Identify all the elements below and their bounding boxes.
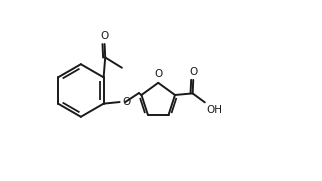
Text: O: O	[100, 31, 109, 41]
Text: O: O	[122, 97, 131, 107]
Text: O: O	[154, 69, 162, 79]
Text: OH: OH	[207, 105, 223, 115]
Text: O: O	[189, 67, 198, 77]
